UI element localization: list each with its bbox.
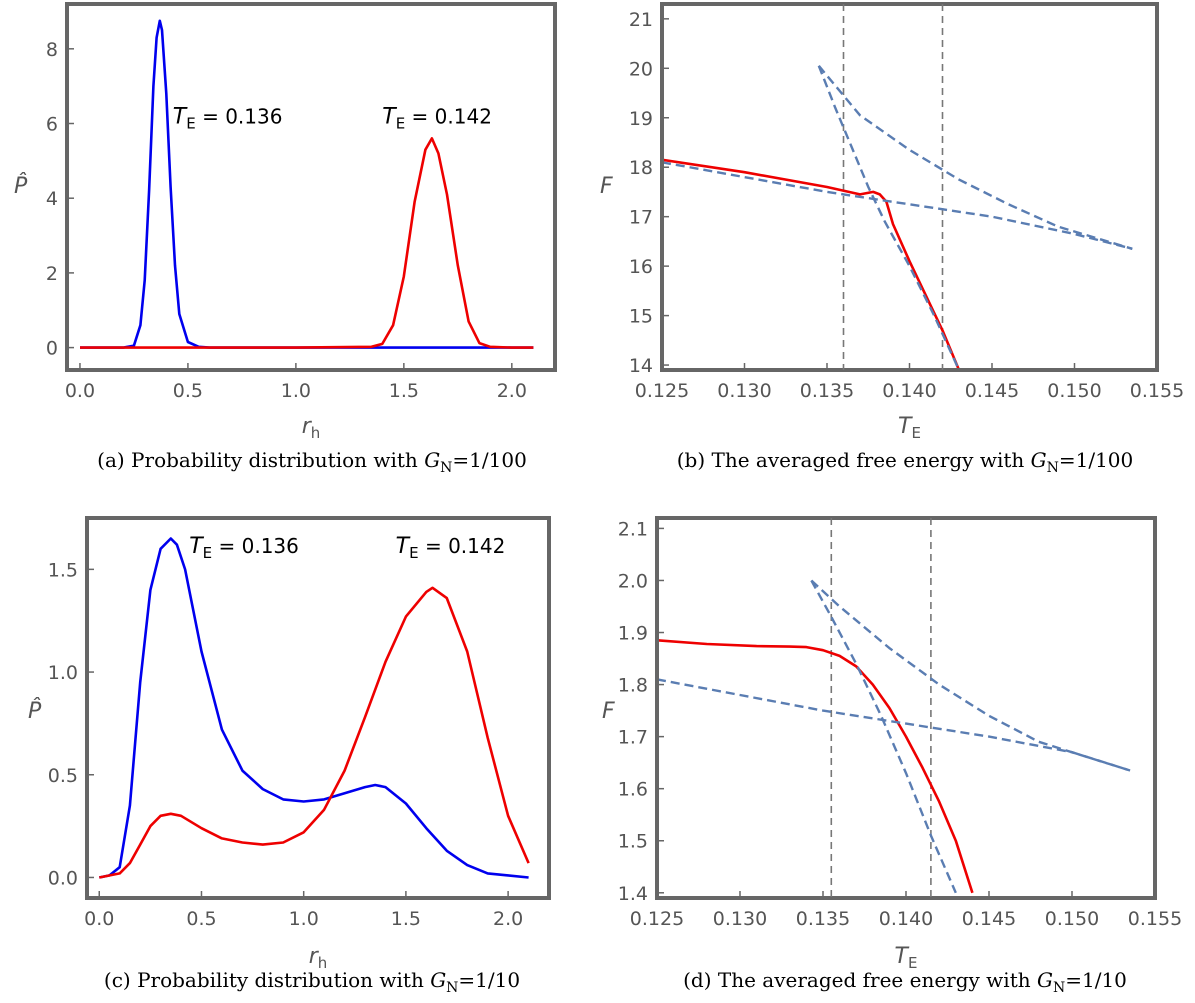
x-tick-label: 0.125 xyxy=(635,380,689,402)
panel-caption: (a) Probability distribution with GN=1/1… xyxy=(97,448,527,476)
y-tick-label: 2.1 xyxy=(618,518,648,540)
x-tick-label: 0.130 xyxy=(713,908,767,930)
y-tick-label: 19 xyxy=(629,108,653,130)
y-axis-label: P̂ xyxy=(28,698,42,724)
series-line-1 xyxy=(664,158,960,368)
y-tick-label: 1.9 xyxy=(618,623,648,645)
y-tick-label: 18 xyxy=(629,157,653,179)
plot-frame xyxy=(660,2,1159,372)
series-annotation: TE = 0.142 xyxy=(382,105,492,133)
y-tick-label: 0 xyxy=(46,338,58,360)
y-tick-label: 1.6 xyxy=(618,779,648,801)
series-line-1 xyxy=(99,537,529,879)
y-tick-label: 0.0 xyxy=(48,867,78,889)
x-tick-label: 0.0 xyxy=(65,380,95,402)
y-tick-label: 2.0 xyxy=(618,570,648,592)
x-tick-label: 1.0 xyxy=(281,380,311,402)
y-axis-label: P̂ xyxy=(14,173,28,199)
y-tick-label: 14 xyxy=(629,355,653,377)
series-annotation: TE = 0.136 xyxy=(173,105,283,133)
x-axis-label: rh xyxy=(309,944,328,972)
y-tick-label: 1.5 xyxy=(48,559,78,581)
x-tick-label: 0.145 xyxy=(962,908,1016,930)
series-annotation: TE = 0.142 xyxy=(396,534,506,562)
y-tick-label: 15 xyxy=(629,306,653,328)
x-tick-label: 2.0 xyxy=(497,380,527,402)
y-tick-label: 1.4 xyxy=(618,883,648,905)
x-tick-label: 0.130 xyxy=(717,380,771,402)
panel-3: 0.0 0.5 1.0 1.5 2.0 0.0 0.5 1.0 1.5 TE = 0.136 TE … xyxy=(28,516,551,996)
series-line-3 xyxy=(817,65,960,368)
plot-frame xyxy=(65,2,557,372)
panel-caption: (d) The averaged free energy with GN=1/1… xyxy=(683,968,1127,996)
plot-frame xyxy=(85,516,551,900)
y-tick-label: 0.5 xyxy=(48,765,78,787)
x-tick-label: 0.135 xyxy=(796,908,850,930)
y-tick-label: 1.5 xyxy=(618,831,648,853)
x-tick-label: 0.150 xyxy=(1047,380,1101,402)
series-line-2 xyxy=(99,586,530,879)
y-tick-label: 8 xyxy=(46,39,58,61)
y-tick-label: 2 xyxy=(46,263,58,285)
y-tick-label: 20 xyxy=(629,58,653,80)
x-tick-label: 0.5 xyxy=(186,908,216,930)
x-axis-label: rh xyxy=(302,414,321,442)
x-tick-label: 1.5 xyxy=(389,380,419,402)
x-tick-label: 0.0 xyxy=(84,908,114,930)
x-tick-label: 0.155 xyxy=(1130,380,1184,402)
x-tick-label: 0.140 xyxy=(882,380,936,402)
series-line-2 xyxy=(80,137,534,349)
x-tick-label: 0.145 xyxy=(965,380,1019,402)
y-tick-label: 1.0 xyxy=(48,662,78,684)
y-tick-label: 21 xyxy=(629,9,653,31)
y-tick-label: 17 xyxy=(629,207,653,229)
series-line-1 xyxy=(659,639,974,894)
y-tick-label: 16 xyxy=(629,256,653,278)
x-tick-label: 0.140 xyxy=(879,908,933,930)
x-tick-label: 1.0 xyxy=(289,908,319,930)
series-line-3 xyxy=(810,579,957,894)
panel-2: 0.125 0.130 0.135 0.140 0.145 0.150 0.155 14 15 1… xyxy=(600,2,1184,476)
y-tick-label: 1.7 xyxy=(618,727,648,749)
series-line-4 xyxy=(817,65,1133,250)
x-tick-label: 0.5 xyxy=(173,380,203,402)
x-tick-label: 1.5 xyxy=(391,908,421,930)
panel-1: 0.0 0.5 1.0 1.5 2.0 0 2 4 6 8 TE = 0.136 TE = 0.142… xyxy=(14,2,557,476)
panel-4: 0.125 0.130 0.135 0.140 0.145 0.150 0.155 1.4 1.… xyxy=(602,516,1182,996)
y-axis-label: F xyxy=(600,174,613,199)
x-axis-label: TE xyxy=(898,414,921,442)
x-tick-label: 2.0 xyxy=(493,908,523,930)
y-tick-label: 4 xyxy=(46,188,58,210)
y-tick-label: 1.8 xyxy=(618,675,648,697)
x-tick-label: 0.135 xyxy=(800,380,854,402)
x-tick-label: 0.125 xyxy=(630,908,684,930)
x-tick-label: 0.155 xyxy=(1128,908,1182,930)
series-line-2 xyxy=(659,678,1131,772)
x-axis-label: TE xyxy=(895,944,918,972)
y-tick-label: 6 xyxy=(46,114,58,136)
series-line-4 xyxy=(810,579,1131,772)
plot-frame xyxy=(655,516,1157,900)
y-axis-label: F xyxy=(602,699,615,724)
series-annotation: TE = 0.136 xyxy=(189,534,299,562)
x-tick-label: 0.150 xyxy=(1045,908,1099,930)
panel-caption: (c) Probability distribution with GN=1/1… xyxy=(104,968,520,996)
panel-caption: (b) The averaged free energy with GN=1/1… xyxy=(677,448,1134,476)
